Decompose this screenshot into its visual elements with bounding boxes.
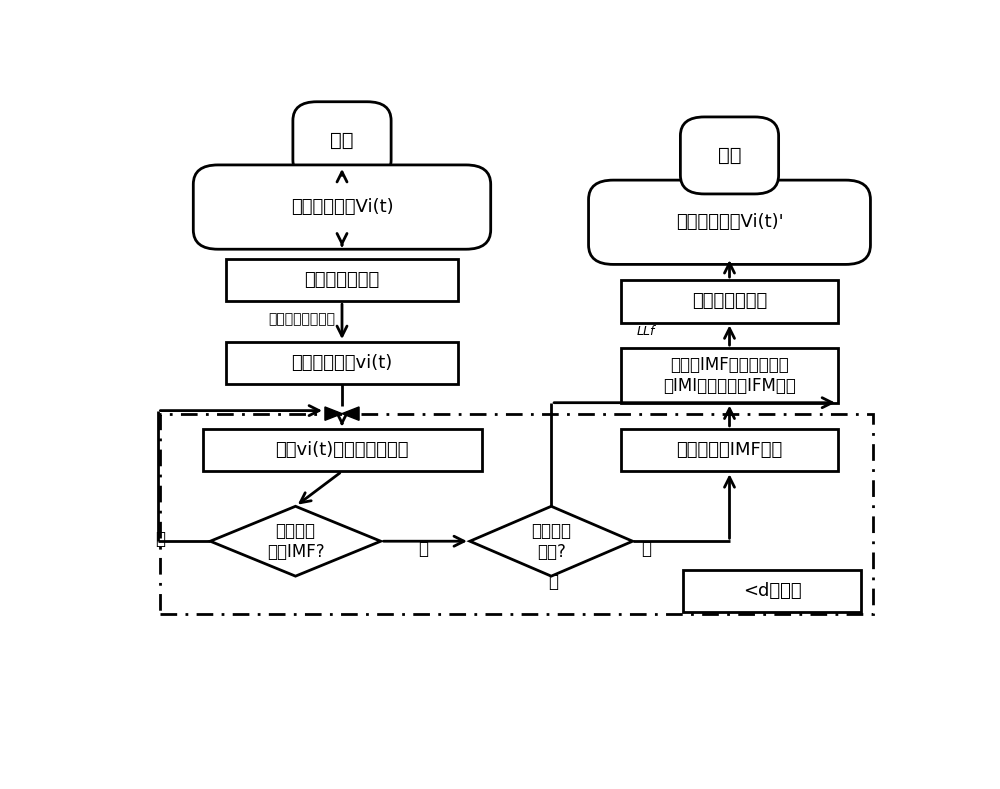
Text: 不同频段信号vi(t): 不同频段信号vi(t) (291, 354, 393, 372)
Text: 小波包分解与重构: 小波包分解与重构 (268, 312, 335, 327)
Text: 否: 否 (155, 530, 165, 548)
Text: 开始: 开始 (330, 131, 354, 150)
Text: 信号的瞬时属性: 信号的瞬时属性 (692, 292, 767, 310)
Text: 结束: 结束 (718, 146, 741, 165)
Bar (226, 259, 458, 301)
Bar (203, 429, 482, 471)
FancyBboxPatch shape (293, 102, 391, 179)
Bar (621, 280, 838, 323)
Text: 判断是否
满足IMF?: 判断是否 满足IMF? (267, 522, 324, 561)
FancyBboxPatch shape (193, 165, 491, 249)
Text: 生成若干个IMF分量: 生成若干个IMF分量 (676, 441, 783, 459)
Text: 判断是否
结束?: 判断是否 结束? (531, 522, 571, 561)
Text: 振动信号预处理: 振动信号预处理 (304, 271, 380, 289)
Text: <d８分解: <d８分解 (743, 582, 801, 600)
Text: 计算各IMF分量和原信号
的IMI，筛选真实IFM分量: 计算各IMF分量和原信号 的IMI，筛选真实IFM分量 (663, 356, 796, 394)
Text: 是: 是 (642, 540, 652, 558)
Text: LLf: LLf (637, 325, 655, 338)
Bar (683, 570, 861, 612)
Bar (160, 413, 873, 614)
Polygon shape (470, 507, 633, 576)
Text: 否: 否 (549, 573, 559, 591)
Polygon shape (210, 507, 381, 576)
Bar (621, 348, 838, 402)
Text: 是: 是 (418, 540, 428, 558)
Polygon shape (325, 407, 342, 421)
FancyBboxPatch shape (680, 117, 779, 194)
FancyBboxPatch shape (589, 180, 870, 264)
Text: 输入振动信号Vi(t): 输入振动信号Vi(t) (291, 198, 393, 216)
Bar (226, 342, 458, 384)
Text: 确定vi(t)极值点与包络线: 确定vi(t)极值点与包络线 (275, 441, 409, 459)
Polygon shape (342, 407, 359, 421)
Text: 输出特征向量Vi(t)': 输出特征向量Vi(t)' (676, 213, 783, 231)
Bar (621, 429, 838, 471)
